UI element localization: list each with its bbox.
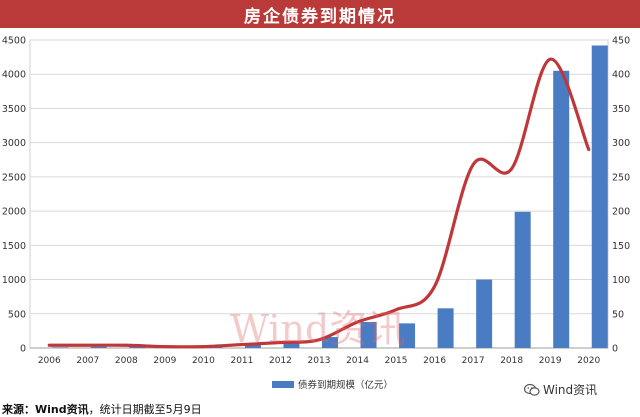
right-axis-tick-label: 0 xyxy=(612,344,618,355)
plot-background xyxy=(29,39,609,349)
gridlines xyxy=(30,39,608,349)
x-axis-tick-label: 2011 xyxy=(230,356,253,366)
x-axis-tick-label: 2012 xyxy=(269,356,292,366)
bar xyxy=(553,70,570,349)
right-axis-tick-label: 50 xyxy=(612,309,624,320)
left-axis-tick-label: 4500 xyxy=(2,36,26,47)
bar xyxy=(52,347,69,348)
watermark: Wind资讯 xyxy=(230,307,406,351)
chart-title-banner: 房企债券到期情况 xyxy=(0,0,640,28)
bar xyxy=(476,279,493,348)
left-axis-tick-label: 0 xyxy=(20,344,26,355)
bar xyxy=(244,344,261,348)
right-axis-tick-label: 250 xyxy=(612,172,630,183)
left-axis-tick-label: 4000 xyxy=(2,70,26,81)
bar xyxy=(399,323,416,348)
x-axis-tick-label: 2019 xyxy=(539,356,562,366)
bar xyxy=(283,341,300,348)
chart-area: 0 500 1000 1500 2000 2500 3000 3500 4000 4500 0 50… xyxy=(2,36,630,392)
source-note: 来源：Wind资讯，统计日期截至5月9日 xyxy=(2,401,202,417)
left-axis-tick-label: 3500 xyxy=(2,104,26,115)
legend-label: 债券到期规模（亿元） xyxy=(298,379,393,391)
x-axis-tick-label: 2009 xyxy=(153,356,176,366)
right-axis-tick-label: 200 xyxy=(612,207,630,218)
brand-footer: Wind资讯 xyxy=(524,381,597,398)
source-text: ，统计日期截至5月9日 xyxy=(88,403,202,416)
bar xyxy=(360,321,377,348)
legend: 债券到期规模（亿元） xyxy=(272,379,393,391)
legend-swatch xyxy=(272,381,294,388)
x-axis-ticks: 2006 2007 2008 2009 2010 2011 2012 2013 2014 2015… xyxy=(38,356,601,366)
x-axis-tick-label: 2010 xyxy=(192,356,215,366)
trend-line xyxy=(47,57,591,349)
source-label: 来源：Wind资讯 xyxy=(2,403,89,416)
x-axis-tick-label: 2007 xyxy=(76,356,99,366)
right-axis-tick-label: 100 xyxy=(612,275,630,286)
bar xyxy=(591,45,608,348)
left-axis-ticks: 0 500 1000 1500 2000 2500 3000 3500 4000 4500 xyxy=(2,36,26,355)
x-axis-tick-label: 2016 xyxy=(423,356,446,366)
left-axis-tick-label: 500 xyxy=(8,309,26,320)
x-axis-tick-label: 2017 xyxy=(462,356,485,366)
line-series xyxy=(47,57,591,349)
left-axis-tick-label: 1000 xyxy=(2,275,26,286)
x-axis-tick-label: 2015 xyxy=(385,356,408,366)
bar xyxy=(90,346,107,348)
right-axis-tick-label: 300 xyxy=(612,138,630,149)
right-axis-tick-label: 450 xyxy=(612,36,630,47)
bar xyxy=(322,337,338,348)
right-axis-tick-label: 400 xyxy=(612,70,630,81)
x-axis-tick-label: 2014 xyxy=(346,356,369,366)
bar xyxy=(437,308,454,348)
x-axis-tick-label: 2013 xyxy=(308,356,331,366)
x-axis-tick-label: 2020 xyxy=(577,356,600,366)
left-axis-tick-label: 2000 xyxy=(2,207,26,218)
right-axis-ticks: 0 50 100 150 200 250 300 350 400 450 xyxy=(612,36,630,355)
left-axis-tick-label: 2500 xyxy=(2,172,26,183)
brand-text: Wind资讯 xyxy=(543,383,598,397)
bar-series xyxy=(52,45,608,349)
x-axis-tick-label: 2006 xyxy=(38,356,61,366)
x-axis-tick-label: 2008 xyxy=(115,356,138,366)
right-axis-tick-label: 150 xyxy=(612,241,630,252)
right-axis-tick-label: 350 xyxy=(612,104,630,115)
bar xyxy=(514,211,531,348)
left-axis-tick-label: 1500 xyxy=(2,241,26,252)
x-axis-tick-label: 2018 xyxy=(500,356,523,366)
wechat-icon xyxy=(524,383,540,396)
left-axis-tick-label: 3000 xyxy=(2,138,26,149)
